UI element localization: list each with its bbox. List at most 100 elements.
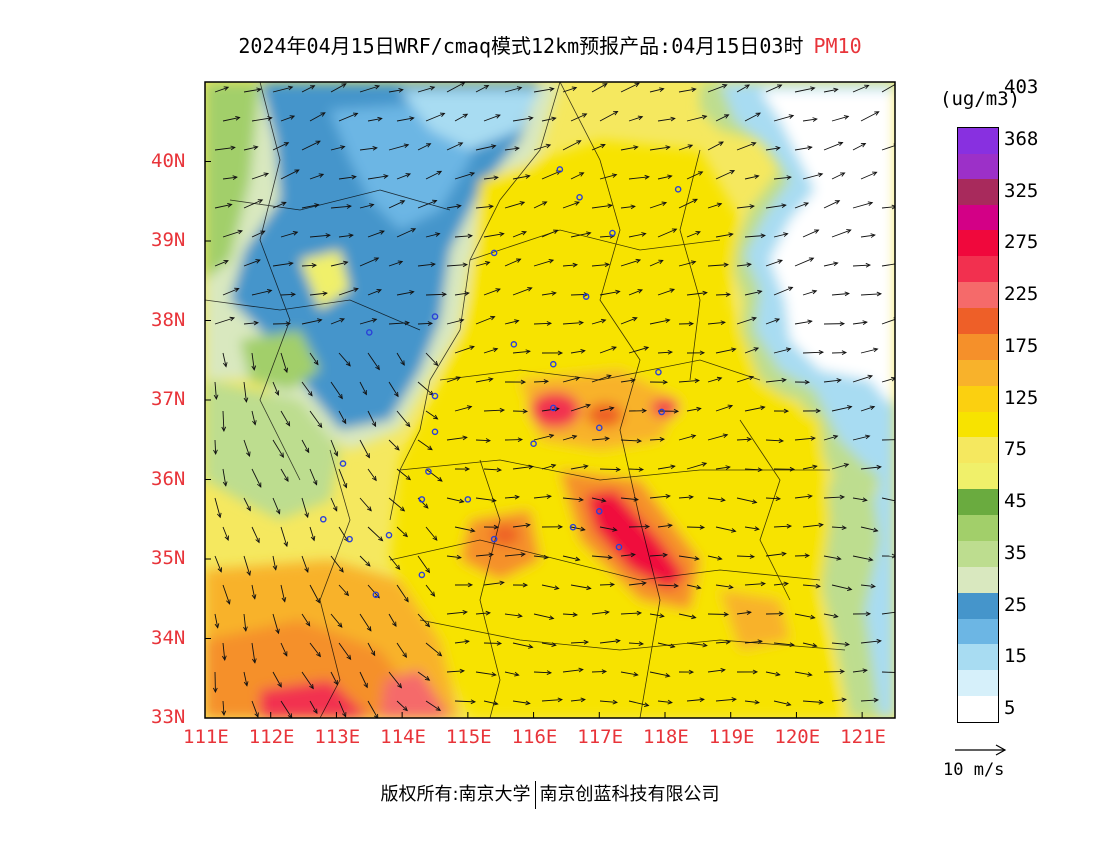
wind-arrow [744, 699, 760, 705]
wind-arrow [657, 408, 680, 414]
legend-swatch [957, 411, 999, 438]
wind-arrow [359, 613, 372, 632]
wind-arrow [794, 379, 811, 385]
wind-arrow [773, 286, 794, 296]
wind-arrow [562, 612, 579, 617]
wind-arrow [446, 318, 465, 325]
wind-arrow [214, 497, 222, 519]
wind-arrow [591, 262, 610, 268]
wind-arrow [715, 114, 730, 122]
wind-arrow [330, 260, 349, 267]
wind-arrow [417, 671, 431, 681]
wind-arrow [367, 230, 385, 238]
station-marker [372, 591, 380, 599]
wind-arrow [860, 526, 879, 533]
wind-arrow [280, 231, 299, 238]
lat-tick-label: 36N [151, 467, 186, 490]
legend-label: 35 [1004, 541, 1027, 564]
legend-label: 75 [1004, 438, 1027, 461]
legend-swatch [957, 333, 999, 360]
wind-arrow [475, 204, 494, 210]
station-marker [530, 440, 537, 448]
wind-arrow [802, 464, 818, 470]
wind-arrow [512, 582, 529, 588]
wind-arrow [512, 116, 534, 122]
wind-arrow [272, 439, 284, 458]
wind-arrow [678, 669, 695, 675]
wind-arrow [773, 114, 795, 122]
wind-arrow [570, 584, 592, 591]
wind-arrow [802, 117, 818, 122]
wind-arrow [359, 318, 378, 325]
wind-arrow [852, 434, 871, 441]
station-marker [385, 531, 393, 539]
wind-arrow [301, 140, 321, 151]
wind-arrow [388, 320, 410, 326]
wind-arrow [533, 554, 549, 560]
wind-arrow [620, 671, 639, 677]
wind-arrow [388, 381, 399, 398]
lat-tick-label: 39N [151, 229, 186, 251]
wind-arrow [367, 174, 389, 180]
wind-arrow [504, 379, 527, 385]
legend-label: 403 [1004, 76, 1039, 99]
wind-arrow [330, 671, 338, 686]
wind-arrow [512, 174, 531, 180]
wind-arrow [417, 86, 436, 93]
wind-arrow [794, 319, 813, 325]
wind-arrow [678, 321, 695, 327]
legend-swatch [957, 230, 999, 257]
wind-arrow [686, 114, 708, 122]
wind-arrow [773, 347, 792, 354]
wind-arrow [852, 611, 872, 617]
station-marker [319, 515, 327, 523]
wind-arrow [309, 352, 319, 366]
wind-arrow [475, 438, 492, 443]
wind-arrow [280, 584, 287, 603]
wind-arrow [272, 613, 280, 635]
wind-arrow [860, 233, 876, 238]
wind-arrow [736, 316, 757, 325]
wind-arrow [446, 554, 462, 560]
wind-arrow [823, 434, 839, 441]
wind-arrow [860, 697, 879, 703]
wind-arrow [330, 145, 346, 151]
station-marker [576, 193, 583, 201]
legend-swatch [957, 670, 999, 697]
copyright-right: 南京创蓝科技有限公司 [539, 784, 720, 805]
wind-arrow [301, 381, 313, 397]
wind-arrow [599, 699, 618, 705]
wind-arrow [359, 497, 372, 512]
legend-label: 175 [1004, 334, 1039, 357]
wind-arrow [860, 583, 876, 589]
wind-arrow [715, 526, 737, 533]
wind-arrow [280, 292, 297, 297]
wind-arrow [425, 700, 442, 711]
wind-arrow [483, 114, 501, 122]
wind-arrow [359, 439, 370, 459]
wind-arrow [338, 584, 350, 597]
lat-ticks [205, 161, 211, 719]
wind-arrow [715, 170, 736, 180]
wind-arrow [852, 555, 874, 562]
wind-arrow [802, 289, 818, 296]
wind-arrow [243, 555, 251, 577]
wind-arrow [396, 526, 409, 538]
lon-tick-label: 120E [774, 726, 821, 748]
wind-arrow [562, 497, 584, 502]
wind-arrow [802, 522, 824, 528]
lat-tick-label: 34N [151, 626, 186, 649]
wind-arrow [686, 697, 705, 703]
wind-arrow [715, 584, 734, 590]
wind-arrow [475, 671, 497, 677]
wind-arrow [773, 523, 793, 529]
wind-arrow [309, 584, 320, 604]
vector-reference-label: 10 m/s [943, 760, 1005, 780]
wind-arrow [570, 231, 592, 238]
wind-arrow [831, 697, 847, 703]
wind-arrow [657, 288, 676, 296]
wind-arrow [852, 142, 867, 151]
wind-arrow [649, 318, 671, 325]
wind-arrow [686, 290, 708, 296]
wind-arrow [388, 143, 410, 151]
